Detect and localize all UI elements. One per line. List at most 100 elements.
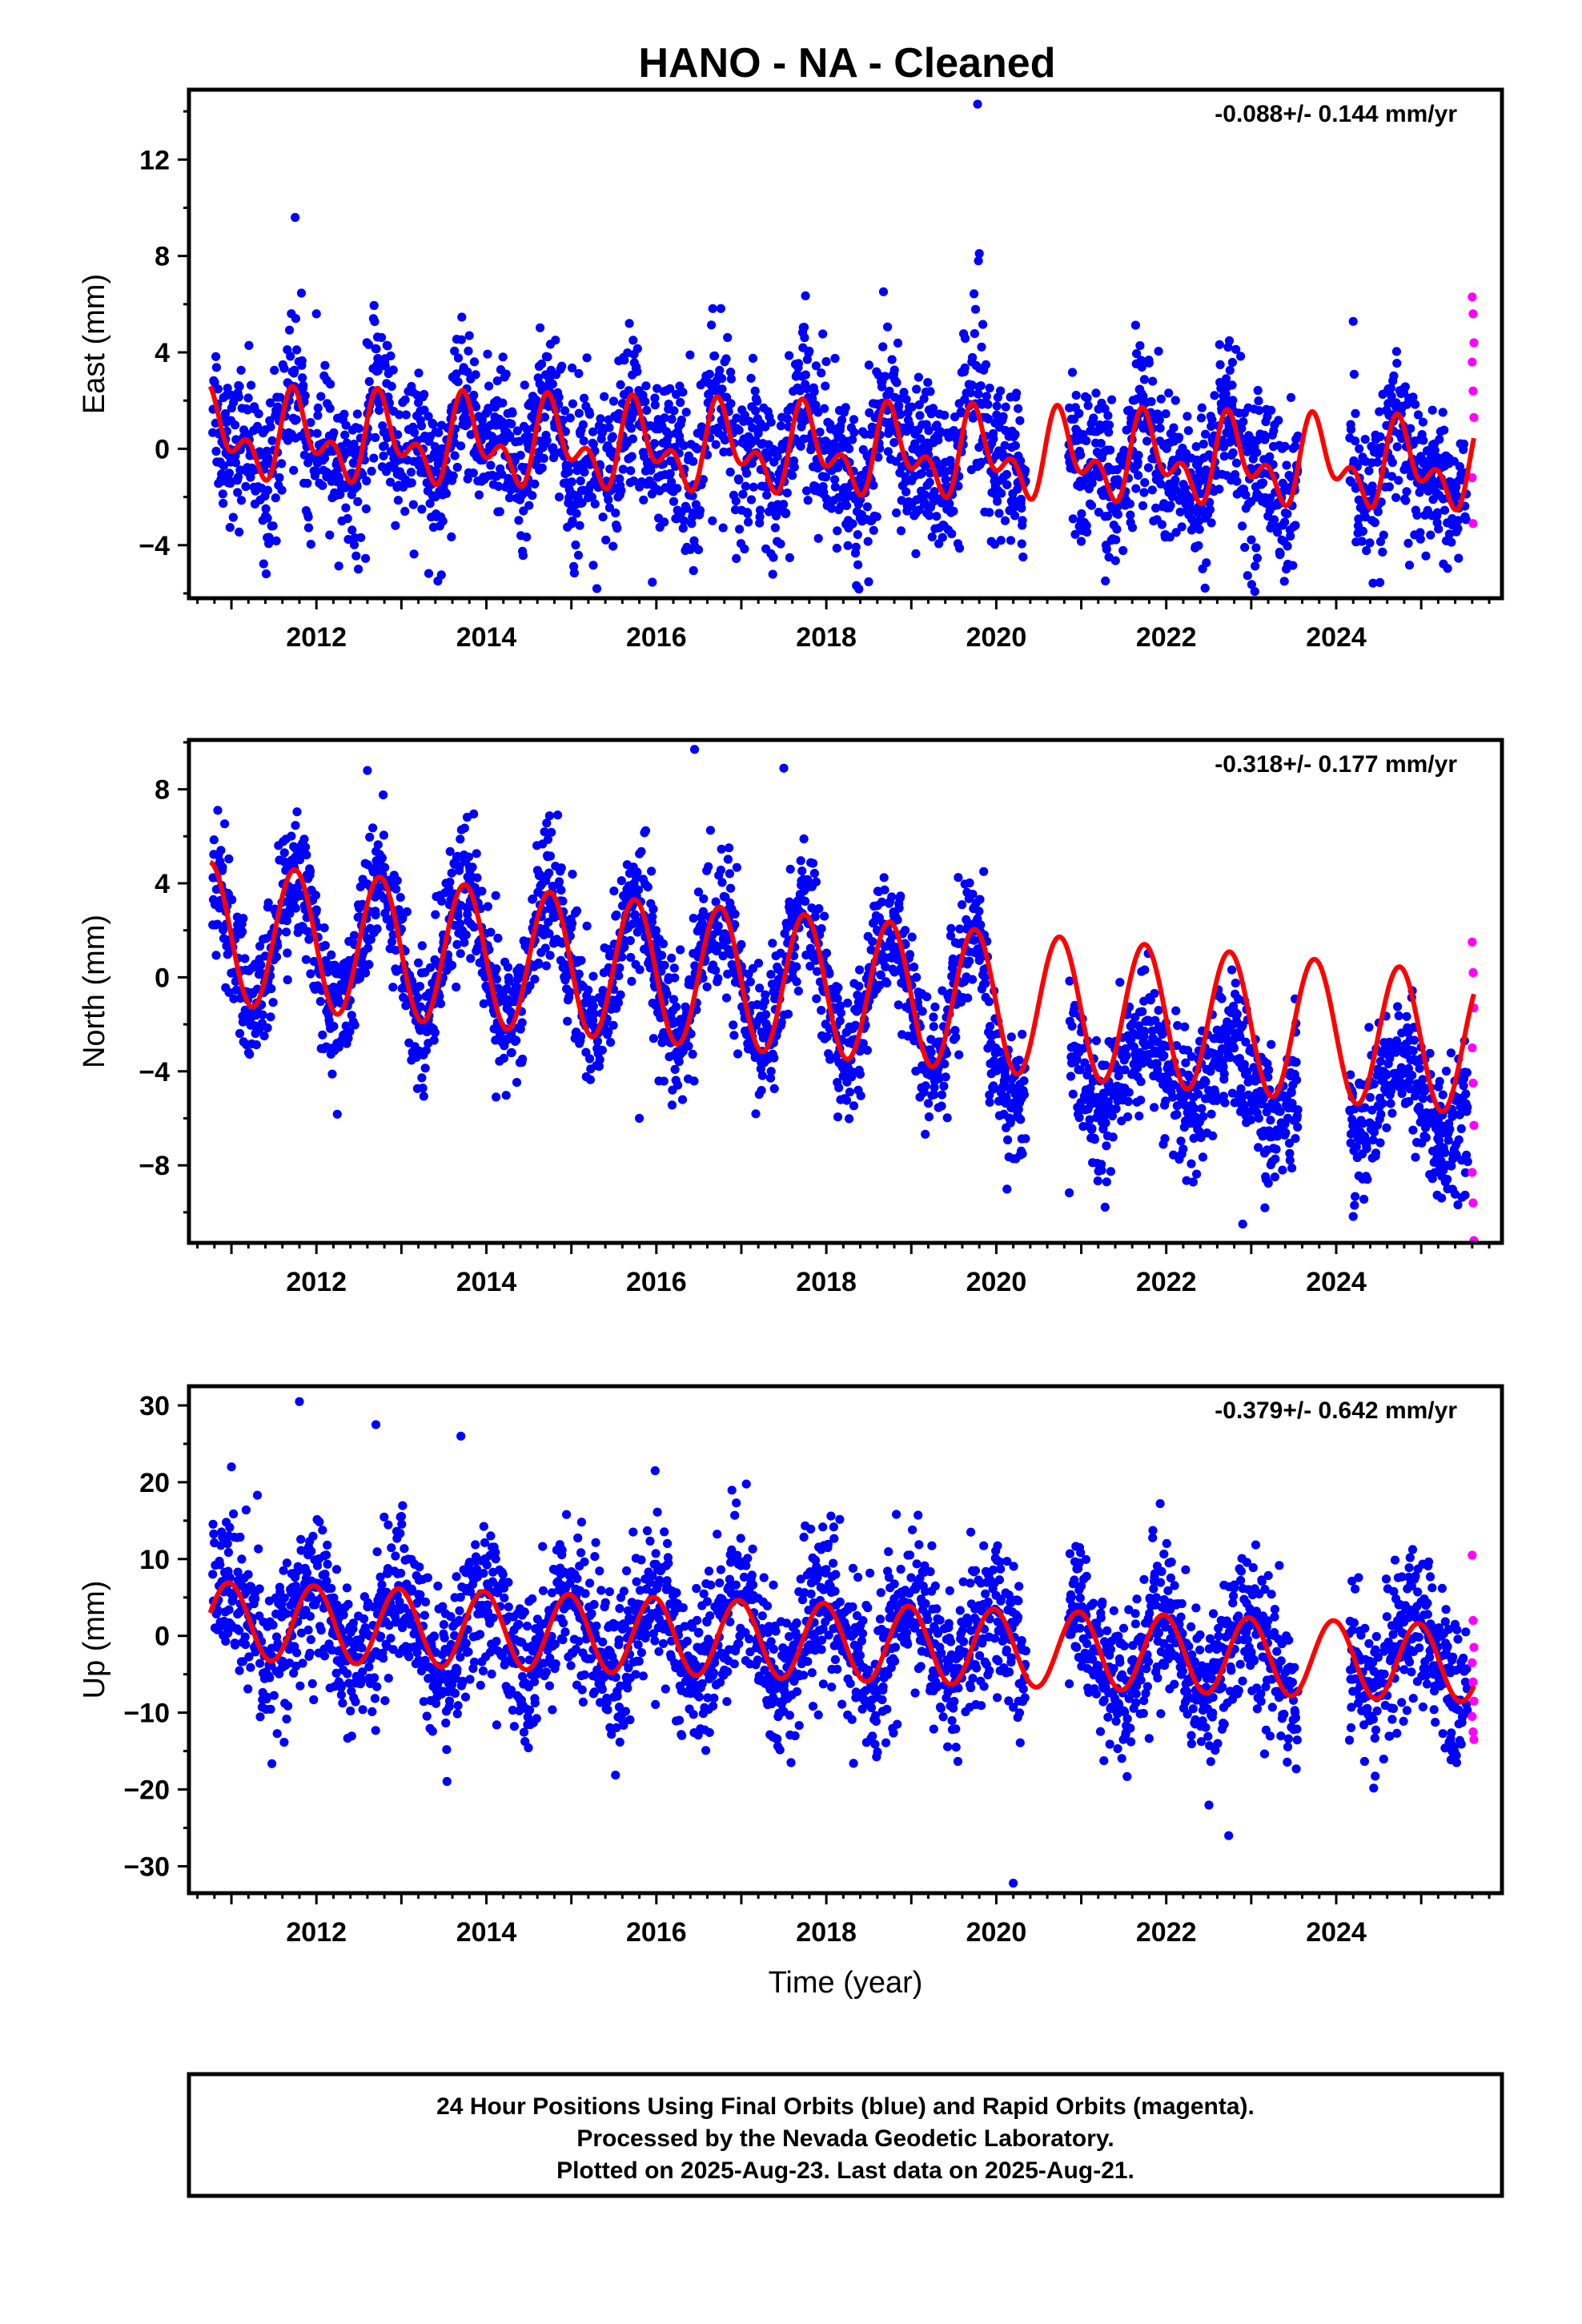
final-orbit-point xyxy=(551,336,560,345)
final-orbit-point xyxy=(932,512,942,521)
final-orbit-point xyxy=(1097,1165,1106,1175)
final-orbit-point xyxy=(817,924,826,934)
final-orbit-point xyxy=(332,1109,342,1119)
final-orbit-point xyxy=(474,490,484,500)
final-orbit-point xyxy=(862,502,872,512)
final-orbit-point xyxy=(1127,523,1138,533)
final-orbit-point xyxy=(704,862,713,871)
final-orbit-point xyxy=(1102,1141,1111,1151)
final-orbit-point xyxy=(556,863,566,873)
final-orbit-point xyxy=(795,386,805,396)
final-orbit-point xyxy=(1107,395,1117,404)
final-orbit-point xyxy=(695,505,705,516)
final-orbit-point xyxy=(942,467,951,476)
final-orbit-point xyxy=(460,823,469,833)
final-orbit-point xyxy=(1174,432,1184,442)
final-orbit-point xyxy=(377,332,387,343)
final-orbit-point xyxy=(1384,482,1394,492)
final-orbit-point xyxy=(1067,368,1078,377)
final-orbit-point xyxy=(452,982,461,992)
final-orbit-point xyxy=(814,904,824,914)
final-orbit-point xyxy=(1354,514,1363,524)
final-orbit-point xyxy=(821,381,830,391)
final-orbit-point xyxy=(572,906,582,915)
final-orbit-point xyxy=(334,561,343,571)
final-orbit-point xyxy=(1368,578,1378,588)
final-orbit-point xyxy=(849,415,859,424)
final-orbit-point xyxy=(667,1100,677,1110)
final-orbit-point xyxy=(319,923,329,933)
final-orbit-point xyxy=(226,478,235,489)
final-orbit-point xyxy=(569,568,580,578)
final-orbit-point xyxy=(263,898,273,907)
final-orbit-point xyxy=(547,827,556,837)
final-orbit-point xyxy=(1392,359,1402,368)
final-orbit-point xyxy=(626,466,636,476)
final-orbit-point xyxy=(1375,432,1385,441)
final-orbit-point xyxy=(909,962,919,972)
final-orbit-point xyxy=(608,432,617,441)
final-orbit-point xyxy=(321,957,331,967)
final-orbit-point xyxy=(416,1002,425,1011)
final-orbit-point xyxy=(544,811,555,821)
final-orbit-point xyxy=(1459,439,1469,449)
final-orbit-point xyxy=(688,1049,697,1059)
final-orbit-point xyxy=(498,398,508,408)
final-orbit-point xyxy=(277,485,287,495)
final-orbit-point xyxy=(614,971,624,980)
final-orbit-point xyxy=(243,393,253,403)
final-orbit-point xyxy=(445,846,455,856)
final-orbit-point xyxy=(674,1057,684,1067)
final-orbit-point xyxy=(633,885,644,895)
final-orbit-point xyxy=(809,387,819,396)
final-orbit-point xyxy=(660,960,669,970)
final-orbit-point xyxy=(358,469,367,480)
final-orbit-point xyxy=(977,457,986,467)
final-orbit-point xyxy=(305,866,315,876)
final-orbit-point xyxy=(464,852,474,862)
final-orbit-point xyxy=(312,428,322,438)
final-orbit-point xyxy=(528,491,537,501)
final-orbit-point xyxy=(567,477,576,487)
final-orbit-point xyxy=(1275,549,1285,558)
final-orbit-point xyxy=(651,926,661,935)
final-orbit-point xyxy=(748,353,758,363)
final-orbit-point xyxy=(1391,347,1401,356)
final-orbit-point xyxy=(624,319,634,328)
final-orbit-point xyxy=(835,1016,845,1026)
final-orbit-point xyxy=(743,509,753,518)
final-orbit-point xyxy=(1065,1188,1074,1198)
final-orbit-point xyxy=(648,912,657,922)
final-orbit-point xyxy=(350,1020,359,1030)
final-orbit-point xyxy=(626,952,636,963)
final-orbit-point xyxy=(635,965,644,975)
final-orbit-point xyxy=(929,1012,938,1022)
x-tick-label: 2020 xyxy=(966,622,1027,653)
final-orbit-point xyxy=(273,941,283,951)
final-orbit-point xyxy=(632,344,642,353)
final-orbit-point xyxy=(592,1036,603,1046)
final-orbit-point xyxy=(263,485,273,495)
final-orbit-point xyxy=(1148,376,1158,386)
final-orbit-point xyxy=(628,434,638,444)
final-orbit-point xyxy=(563,1016,572,1026)
final-orbit-point xyxy=(981,360,991,369)
final-orbit-point xyxy=(869,525,878,535)
final-orbit-point xyxy=(740,544,749,554)
final-orbit-point xyxy=(1131,484,1141,493)
final-orbit-point xyxy=(1426,530,1435,540)
final-orbit-point xyxy=(367,466,376,476)
final-orbit-point xyxy=(356,533,366,542)
final-orbit-point xyxy=(1238,521,1247,531)
final-orbit-point xyxy=(833,526,842,536)
final-orbit-point xyxy=(534,959,544,969)
final-orbit-point xyxy=(1013,485,1022,494)
final-orbit-point xyxy=(843,998,853,1008)
final-orbit-point xyxy=(1412,510,1422,520)
final-orbit-point xyxy=(483,902,493,911)
final-orbit-point xyxy=(648,577,657,587)
final-orbit-point xyxy=(809,868,820,879)
final-orbit-point xyxy=(508,408,517,418)
final-orbit-point xyxy=(940,410,950,420)
final-orbit-point xyxy=(313,403,323,412)
